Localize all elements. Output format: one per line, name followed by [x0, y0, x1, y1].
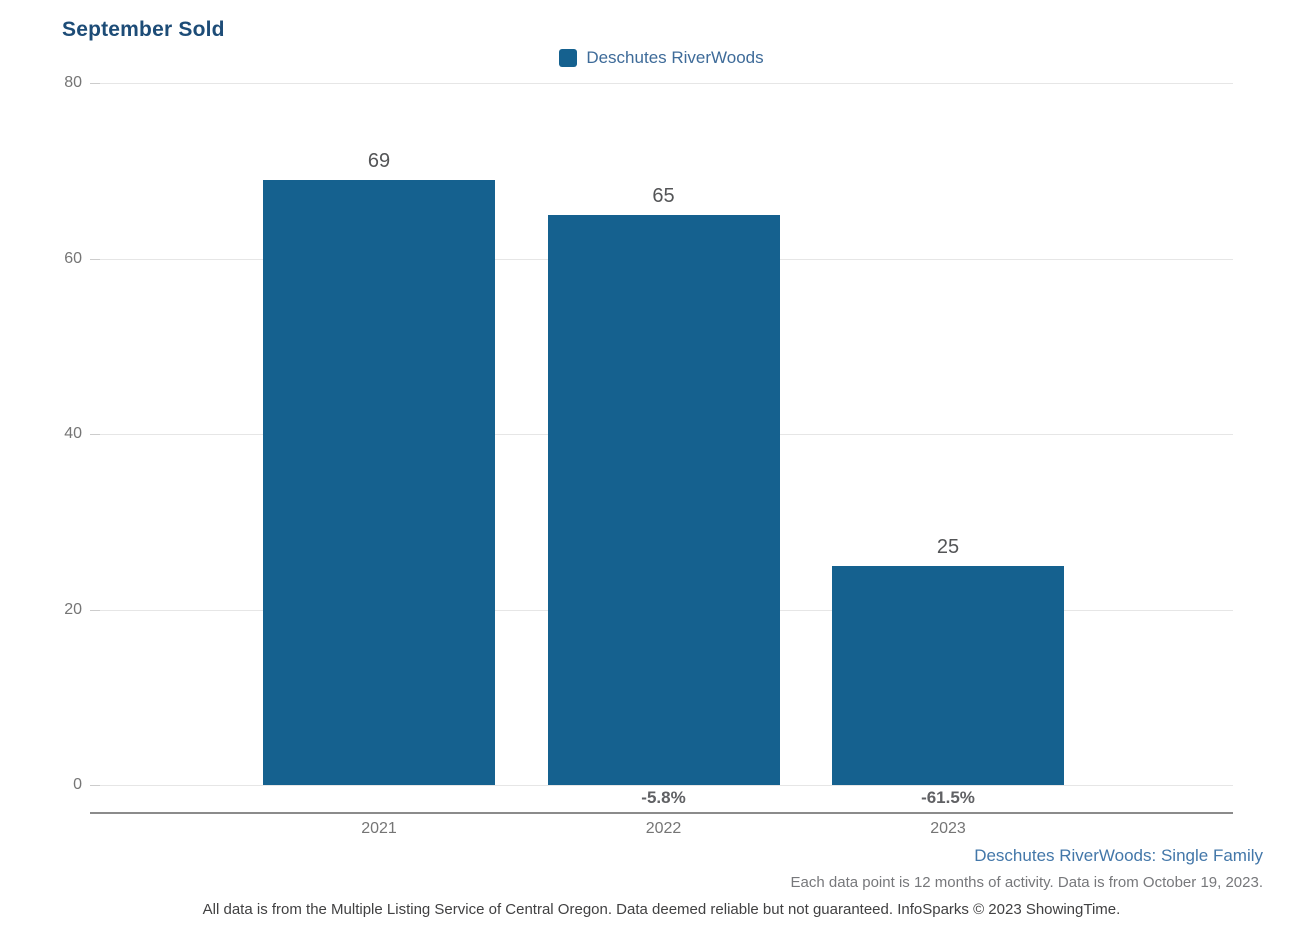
bar-value-label-2023: 25	[936, 535, 960, 558]
bar-value-label-2022: 65	[652, 184, 675, 207]
y-tick-label: 40	[64, 425, 82, 442]
footer-data-note: Each data point is 12 months of activity…	[790, 874, 1263, 891]
bar-2022[interactable]	[547, 214, 780, 785]
legend: Deschutes RiverWoods	[90, 48, 1233, 68]
gridline-y0: 0	[73, 776, 1233, 793]
footer-series-note: Deschutes RiverWoods: Single Family	[974, 846, 1263, 865]
y-tick-mark	[90, 434, 100, 435]
y-tick-label: 0	[73, 776, 82, 793]
bar-2021[interactable]	[263, 179, 495, 785]
y-tick-mark	[90, 258, 100, 260]
bar-2023[interactable]	[832, 565, 1064, 785]
y-tick-mark	[90, 785, 100, 786]
bar-value-label-2021: 69	[367, 149, 391, 172]
y-tick-label: 60	[64, 249, 82, 267]
x-tick-label-2022: 2022	[645, 820, 682, 837]
y-tick-mark	[90, 83, 100, 84]
legend-label: Deschutes RiverWoods	[586, 48, 764, 67]
x-tick-label-2021: 2021	[361, 820, 397, 837]
legend-swatch-icon[interactable]	[559, 49, 578, 67]
y-tick-label: 20	[64, 600, 82, 618]
x-tick-label-2023: 2023	[930, 820, 966, 837]
y-tick-mark	[90, 609, 100, 611]
footer-attribution: All data is from the Multiple Listing Se…	[202, 901, 1121, 918]
x-axis-line	[90, 812, 1233, 814]
plot-area: 0 20 40 60 80 69 2021 65 -5.8% 2022 25 -61.5% 2023	[64, 74, 1233, 837]
y-tick-label: 80	[64, 74, 82, 91]
gridline-y80: 80	[64, 74, 1233, 91]
pct-change-label-2023: -61.5%	[921, 788, 975, 807]
pct-change-label-2022: -5.8%	[641, 788, 686, 807]
chart-title: September Sold	[62, 18, 225, 41]
